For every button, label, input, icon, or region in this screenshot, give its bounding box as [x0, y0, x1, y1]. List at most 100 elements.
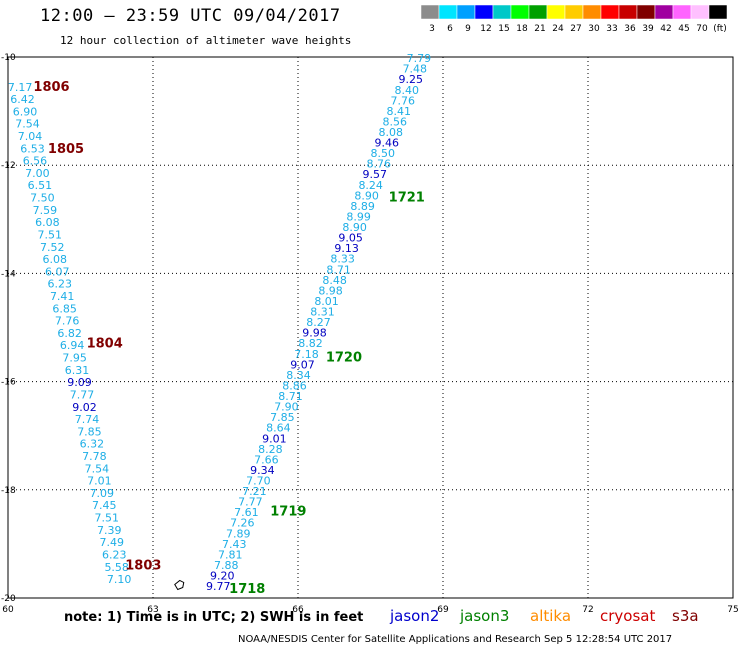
- x-tick-label: 69: [437, 605, 449, 615]
- wave-height-value: 7.77: [238, 496, 263, 509]
- wave-height-value: 8.89: [350, 200, 375, 213]
- wave-height-value: 7.66: [254, 453, 279, 466]
- wave-height-value: 6.23: [102, 548, 127, 561]
- colorbar-label: 45: [678, 24, 689, 34]
- wave-height-value: 7.51: [38, 228, 63, 241]
- y-tick-label: -10: [1, 53, 16, 63]
- x-tick-label: 66: [292, 605, 304, 615]
- wave-height-value: 6.42: [10, 93, 35, 106]
- wave-height-value: 8.99: [346, 210, 371, 223]
- wave-height-colorbar: 3 6 9 12 15 18 21 24 27 30 33 36 39 42 45 70 (ft): [420, 4, 728, 34]
- wave-height-value: 6.51: [28, 179, 53, 192]
- island-outline: [174, 579, 185, 591]
- wave-height-value: 6.53: [20, 142, 45, 155]
- colorbar-label: 18: [516, 24, 528, 34]
- legend-item-jason2: jason2: [390, 607, 440, 625]
- wave-height-value: 8.71: [278, 390, 303, 403]
- y-tick-label: -12: [1, 161, 16, 171]
- y-tick-label: -18: [1, 486, 16, 496]
- wave-height-value: 7.77: [70, 388, 95, 401]
- wave-height-value: 8.41: [387, 105, 412, 118]
- wave-height-value: 8.86: [282, 379, 307, 392]
- y-tick-label: -20: [1, 594, 16, 604]
- colorbar-label: 39: [642, 24, 654, 34]
- wave-height-value: 9.05: [338, 232, 363, 245]
- wave-height-value: 8.01: [314, 295, 339, 308]
- wave-height-value: 7.39: [97, 524, 122, 537]
- wave-height-value: 7.43: [222, 538, 247, 551]
- wave-height-value: 7.85: [270, 411, 295, 424]
- wave-height-value: 6.85: [52, 302, 77, 315]
- wave-height-value: 7.45: [92, 499, 117, 512]
- wave-height-value: 8.76: [366, 158, 391, 171]
- footer-note: note: 1) Time is in UTC; 2) SWH is in fe…: [64, 610, 364, 625]
- wave-height-value: 9.01: [262, 432, 287, 445]
- wave-height-value: 9.02: [72, 401, 97, 414]
- legend-item-jason3: jason3: [460, 607, 510, 625]
- legend-item-altika: altika: [530, 607, 572, 625]
- colorbar-label: 3: [429, 24, 435, 34]
- wave-height-value: 7.95: [62, 352, 87, 365]
- pass-time-label: 1720: [326, 350, 362, 365]
- wave-height-value: 8.28: [258, 443, 283, 456]
- wave-height-value: 9.77: [206, 580, 231, 593]
- wave-height-value: 8.71: [326, 263, 351, 276]
- wave-height-value: 8.33: [330, 253, 355, 266]
- wave-height-value: 7.76: [55, 315, 80, 328]
- wave-height-value: 6.08: [35, 216, 60, 229]
- x-tick-label: 63: [147, 605, 158, 615]
- colorbar-label: 24: [552, 24, 564, 34]
- wave-height-value: 8.08: [379, 126, 404, 139]
- wave-height-value: 9.46: [374, 137, 399, 150]
- pass-time-label: 1803: [125, 559, 161, 574]
- pass-time-label: 1718: [229, 582, 265, 597]
- wave-height-value: 6.31: [65, 364, 90, 377]
- wave-height-value: 9.13: [334, 242, 359, 255]
- wave-height-value: 7.18: [294, 348, 319, 361]
- colorbar-swatch: [708, 4, 728, 20]
- colorbar-label: 21: [534, 24, 545, 34]
- wave-height-value: 9.09: [67, 376, 92, 389]
- wave-height-value: 7.90: [274, 401, 299, 414]
- wave-height-value: 8.64: [266, 422, 291, 435]
- wave-height-value: 9.57: [362, 168, 387, 181]
- wave-height-value: 7.00: [25, 167, 50, 180]
- wave-height-value: 8.40: [395, 84, 420, 97]
- wave-height-value: 6.82: [57, 327, 82, 340]
- wave-height-value: 7.50: [30, 192, 55, 205]
- wave-height-value: 7.48: [403, 63, 428, 76]
- wave-height-value: 8.31: [310, 306, 335, 319]
- wave-height-value: 8.82: [298, 337, 323, 350]
- colorbar-label: 12: [480, 24, 491, 34]
- wave-height-value: 9.20: [210, 570, 235, 583]
- colorbar-label: 27: [570, 24, 581, 34]
- wave-height-value: 7.41: [50, 290, 75, 303]
- wave-height-value: 8.48: [322, 274, 347, 287]
- wave-height-value: 9.98: [302, 327, 327, 340]
- wave-height-value: 7.81: [218, 548, 243, 561]
- wave-height-value: 8.27: [306, 316, 331, 329]
- wave-height-value: 6.90: [13, 105, 38, 118]
- wave-height-value: 5.58: [104, 561, 129, 574]
- colorbar-label: 36: [624, 24, 636, 34]
- wave-height-value: 9.07: [290, 358, 315, 371]
- colorbar-label: 15: [498, 24, 509, 34]
- pass-time-label: 1806: [33, 80, 69, 95]
- chart-subtitle: 12 hour collection of altimeter wave hei…: [60, 34, 352, 47]
- wave-height-value: 7.70: [246, 474, 271, 487]
- colorbar-label: 42: [660, 24, 671, 34]
- wave-height-value: 7.21: [242, 485, 267, 498]
- wave-height-value: 7.76: [391, 94, 416, 107]
- wave-height-value: 6.07: [45, 265, 70, 278]
- wave-height-value: 6.56: [23, 155, 48, 168]
- wave-height-value: 6.32: [80, 438, 105, 451]
- colorbar-label: 9: [465, 24, 471, 34]
- pass-time-label: 1721: [389, 191, 425, 206]
- wave-height-value: 7.51: [95, 512, 120, 525]
- wave-height-value: 8.34: [286, 369, 311, 382]
- plot-frame: [7, 56, 734, 599]
- legend-item-cryosat: cryosat: [600, 607, 656, 625]
- footer-credit: NOAA/NESDIS Center for Satellite Applica…: [238, 634, 673, 645]
- wave-height-value: 7.52: [40, 241, 65, 254]
- wave-height-value: 8.90: [342, 221, 367, 234]
